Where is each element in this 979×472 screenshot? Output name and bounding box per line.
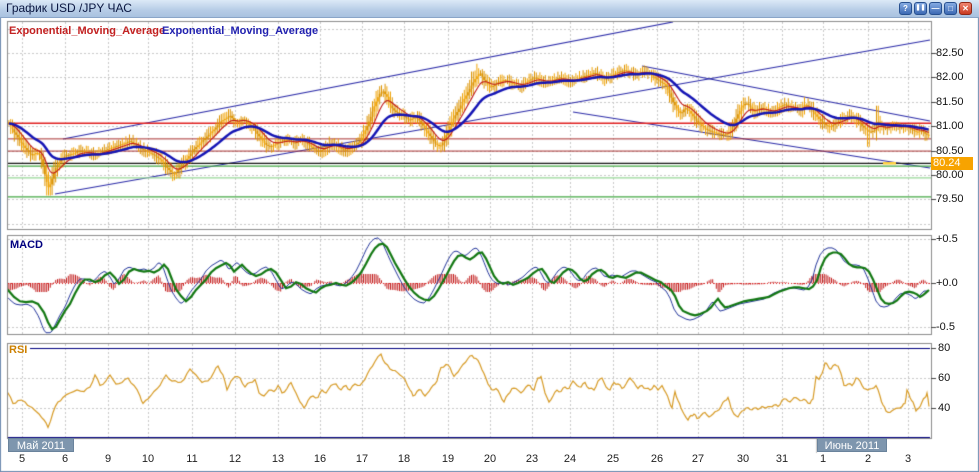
macd-axis-label: +0.0 bbox=[936, 277, 958, 289]
date-tick-label: 13 bbox=[271, 453, 285, 465]
macd-axis-label: -0.5 bbox=[936, 320, 955, 333]
window-titlebar[interactable]: График USD /JPY ЧАС ? ❚❚ — □ ✕ bbox=[0, 0, 979, 18]
price-axis-label: 82.00 bbox=[936, 71, 964, 84]
date-tick-label: 26 bbox=[650, 453, 664, 465]
minimize-button[interactable]: — bbox=[929, 2, 942, 15]
date-tick-label: 24 bbox=[563, 453, 577, 465]
date-tick-label: 18 bbox=[397, 453, 411, 465]
date-tick-label: 6 bbox=[61, 453, 69, 465]
ema-slow-legend: Exponential_Moving_Average bbox=[162, 25, 319, 37]
date-tick-label: 30 bbox=[736, 453, 750, 465]
price-axis-label: 81.00 bbox=[936, 120, 964, 133]
date-tick-label: 1 bbox=[819, 453, 827, 465]
date-tick-label: 23 bbox=[525, 453, 539, 465]
current-price-badge: 80.24 bbox=[931, 156, 973, 170]
month-badge-june: Июнь 2011 bbox=[817, 438, 887, 452]
price-axis-label: 80.50 bbox=[936, 144, 964, 157]
pause-button[interactable]: ❚❚ bbox=[914, 2, 927, 15]
date-tick-label: 12 bbox=[228, 453, 242, 465]
close-button[interactable]: ✕ bbox=[959, 2, 972, 15]
window-title: График USD /JPY ЧАС bbox=[6, 1, 132, 15]
price-axis-label: 81.50 bbox=[936, 95, 964, 108]
date-tick-label: 10 bbox=[141, 453, 155, 465]
month-badge-may: Май 2011 bbox=[8, 438, 74, 452]
date-tick-label: 31 bbox=[775, 453, 789, 465]
rsi-axis-label: 80 bbox=[938, 342, 951, 354]
date-tick-label: 16 bbox=[313, 453, 327, 465]
date-tick-label: 27 bbox=[691, 453, 705, 465]
date-tick-label: 20 bbox=[483, 453, 497, 465]
rsi-axis-label: 60 bbox=[938, 372, 951, 384]
macd-panel-label: MACD bbox=[10, 239, 43, 251]
price-axis-label: 80.00 bbox=[936, 169, 964, 181]
date-tick-label: 25 bbox=[606, 453, 620, 465]
help-button[interactable]: ? bbox=[899, 2, 912, 15]
ema-fast-legend: Exponential_Moving_Average bbox=[9, 25, 166, 37]
date-tick-label: 11 bbox=[186, 453, 198, 465]
rsi-panel-label: RSI bbox=[9, 344, 28, 356]
date-tick-label: 3 bbox=[904, 453, 912, 465]
date-tick-label: 19 bbox=[441, 453, 455, 465]
price-axis-label: 79.50 bbox=[936, 193, 964, 206]
window-buttons: ? ❚❚ — □ ✕ bbox=[899, 2, 972, 15]
date-tick-label: 9 bbox=[104, 453, 112, 465]
price-axis-label: 82.50 bbox=[936, 47, 964, 59]
date-tick-label: 2 bbox=[864, 453, 872, 465]
macd-axis-label: +0.5 bbox=[936, 233, 958, 246]
date-tick-label: 17 bbox=[355, 453, 369, 465]
restore-button[interactable]: □ bbox=[944, 2, 957, 15]
rsi-axis-label: 40 bbox=[938, 402, 951, 414]
date-tick-label: 5 bbox=[18, 453, 26, 465]
